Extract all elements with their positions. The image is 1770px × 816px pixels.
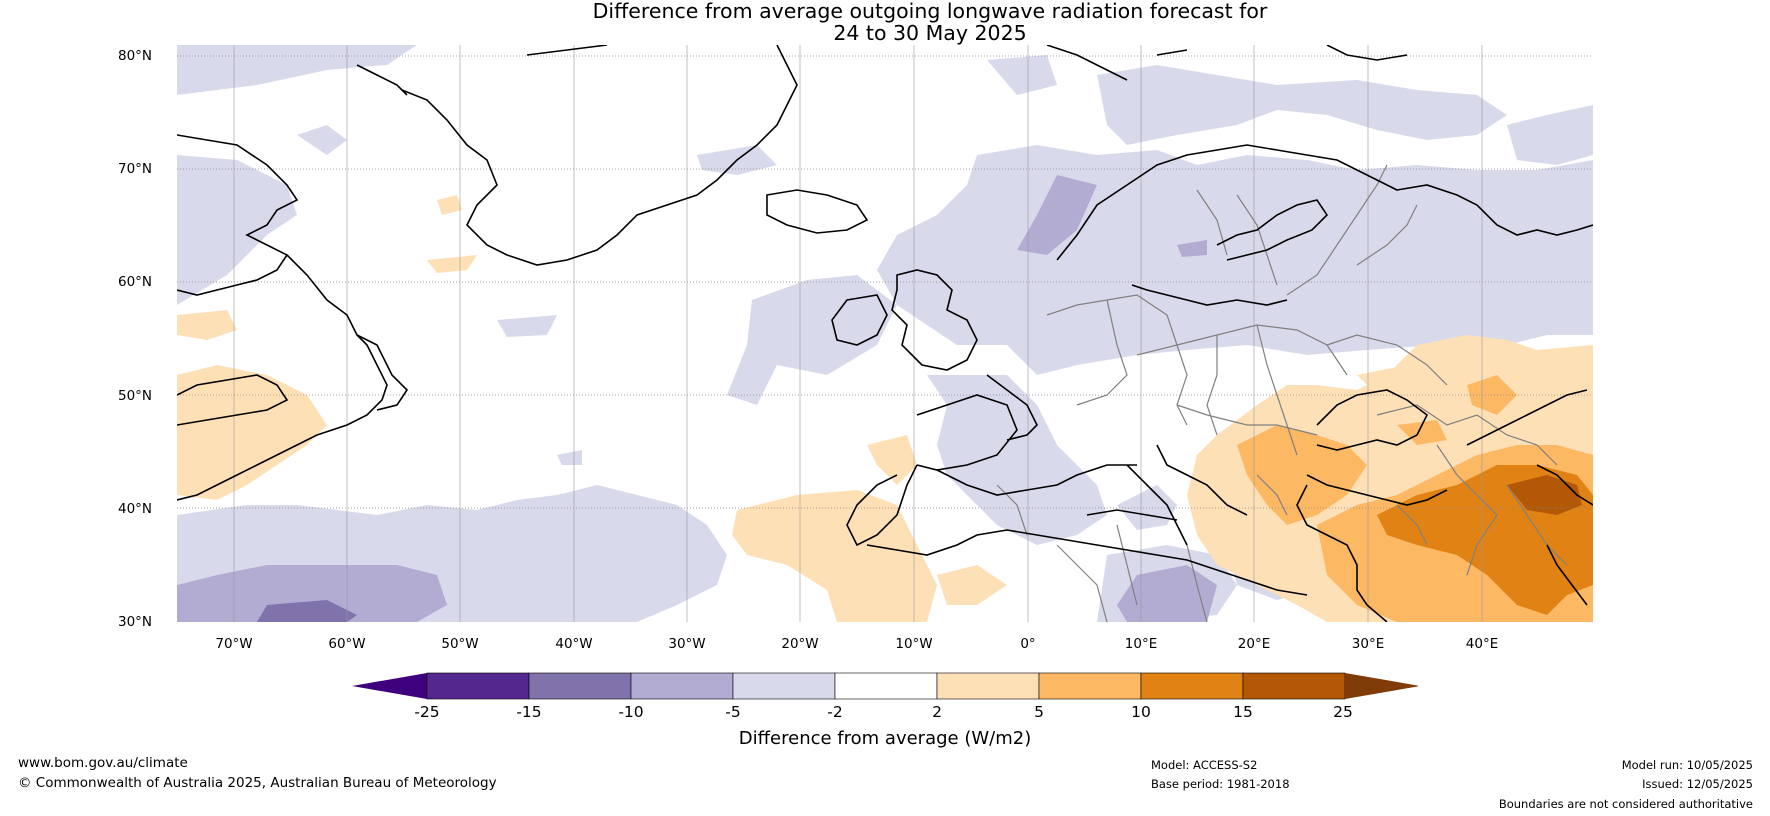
lat-label-70n: 70°N [118,161,153,177]
colorbar-tick: -15 [516,703,542,721]
colorbar-segment [1038,672,1142,700]
colorbar-tick: 25 [1333,703,1353,721]
lon-label-40e: 40°E [1465,636,1499,652]
colorbar-extend-max [1345,673,1418,699]
lat-label-80n: 80°N [118,48,153,64]
lon-label-10e: 10°E [1124,636,1158,652]
lon-label-70w: 70°W [215,636,253,652]
lon-label-40w: 40°W [555,636,593,652]
lon-label-20e: 20°E [1237,636,1271,652]
colorbar-extend-min [352,673,427,699]
moderate-negative-areas [177,175,1217,622]
lon-label-30w: 30°W [668,636,706,652]
map-title: Difference from average outgoing longwav… [592,0,1268,23]
disclaimer-text: Boundaries are not considered authoritat… [1498,797,1753,811]
colorbar-tick: -2 [827,703,843,721]
colorbar-segment [834,672,938,700]
country-borders [996,164,1568,622]
colorbar-tick: -10 [618,703,644,721]
lat-label-40n: 40°N [118,501,153,517]
lon-label-30e: 30°E [1351,636,1385,652]
colorbar-segment [426,672,530,700]
base-period-text: Base period: 1981-2018 [1151,777,1290,791]
colorbar-tick: 10 [1131,703,1151,721]
website-text: www.bom.gov.au/climate [18,755,188,771]
colorbar-segment [1242,672,1346,700]
lat-label-30n: 30°N [118,614,153,630]
colorbar-tick: 15 [1233,703,1253,721]
coastlines [177,45,1593,622]
map-subtitle: 24 to 30 May 2025 [833,21,1027,45]
lat-label-60n: 60°N [118,274,153,290]
model-run-text: Model run: 10/05/2025 [1621,758,1753,772]
colorbar-segment [936,672,1040,700]
lon-label-60w: 60°W [328,636,366,652]
colorbar [352,672,1418,700]
colorbar-segment [630,672,734,700]
colorbar-segment [1140,672,1244,700]
colorbar-segment [528,672,632,700]
lon-label-10w: 10°W [895,636,933,652]
lon-label-20w: 20°W [781,636,819,652]
colorbar-tick: -5 [725,703,741,721]
very-strong-positive-areas [1507,475,1582,515]
issued-text: Issued: 12/05/2025 [1642,777,1753,791]
colorbar-tick: 2 [932,703,942,721]
lon-label-0: 0° [1020,636,1036,652]
colorbar-tick: 5 [1034,703,1044,721]
anomaly-map [177,45,1593,622]
model-text: Model: ACCESS-S2 [1151,758,1258,772]
colorbar-segment [732,672,836,700]
strong-negative-areas [257,600,357,622]
lon-label-50w: 50°W [441,636,479,652]
colorbar-tick: -25 [414,703,440,721]
lat-label-50n: 50°N [118,388,153,404]
meridians [233,45,1483,622]
copyright-text: © Commonwealth of Australia 2025, Austra… [18,775,497,791]
colorbar-label: Difference from average (W/m2) [738,728,1032,749]
